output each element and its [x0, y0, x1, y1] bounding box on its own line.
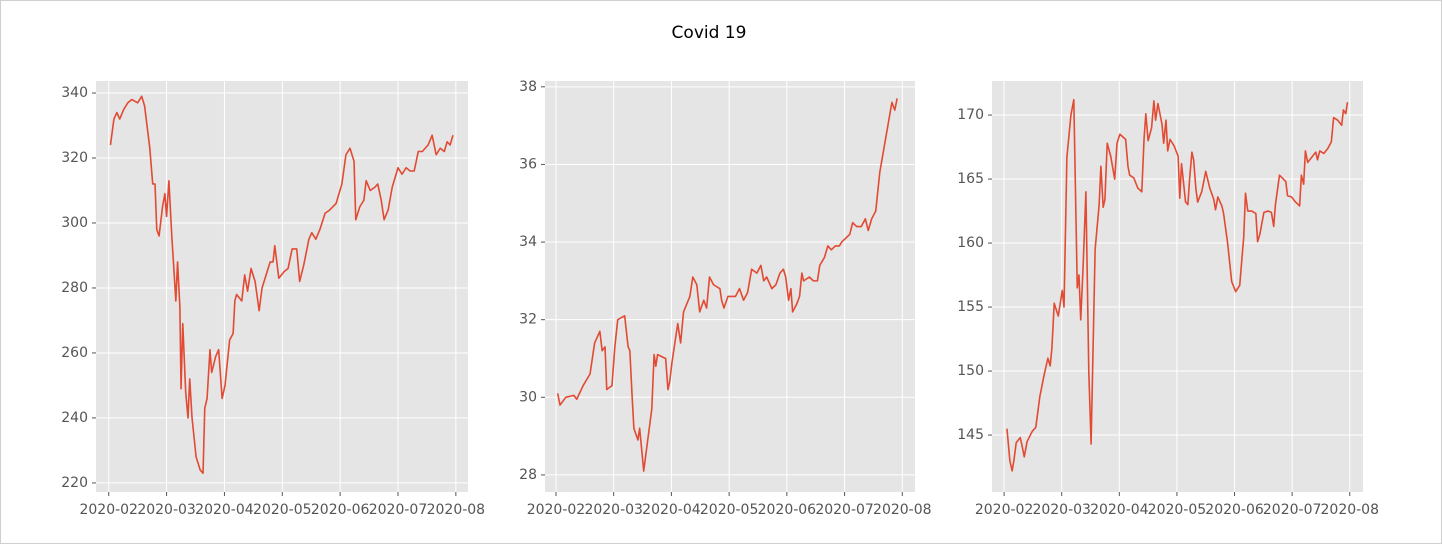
y-tick-label: 220 — [61, 475, 88, 491]
y-tick-label: 320 — [61, 150, 88, 166]
x-tick-label: 2020-06 — [758, 502, 817, 518]
y-tick-label: 160 — [957, 235, 984, 251]
x-tick-label: 2020-05 — [700, 502, 759, 518]
y-tick-label: 32 — [519, 312, 537, 328]
y-tick-label: 150 — [957, 363, 984, 379]
plot-area — [545, 81, 915, 492]
y-tick-label: 165 — [957, 171, 984, 187]
line — [109, 95, 454, 474]
line — [556, 98, 898, 472]
y-tick-label: 28 — [519, 467, 537, 483]
x-tick-label: 2020-07 — [369, 502, 428, 518]
x-tick-label: 2020-08 — [1321, 502, 1380, 518]
x-tick-label: 2020-03 — [137, 502, 196, 518]
x-tick-label: 2020-04 — [1090, 502, 1149, 518]
x-tick-label: 2020-07 — [815, 502, 874, 518]
x-tick-label: 2020-04 — [642, 502, 701, 518]
y-tick-label: 36 — [519, 156, 537, 172]
y-tick-label: 300 — [61, 215, 88, 231]
x-tick-label: 2020-02 — [975, 502, 1034, 518]
y-tick-label: 280 — [61, 280, 88, 296]
x-tick-label: 2020-05 — [253, 502, 312, 518]
x-tick-label: 2020-05 — [1148, 502, 1207, 518]
y-tick-label: 340 — [61, 85, 88, 101]
y-tick-label: 30 — [519, 389, 537, 405]
y-tick-label: 145 — [957, 427, 984, 443]
line — [1006, 98, 1349, 472]
y-tick-label: 170 — [957, 107, 984, 123]
y-tick-label: 240 — [61, 410, 88, 426]
figure-title: Covid 19 — [672, 23, 747, 43]
x-tick-label: 2020-02 — [527, 502, 586, 518]
x-tick-label: 2020-08 — [873, 502, 932, 518]
y-tick-label: 260 — [61, 345, 88, 361]
y-tick-label: 34 — [519, 234, 537, 250]
x-tick-label: 2020-03 — [1032, 502, 1091, 518]
x-tick-label: 2020-04 — [195, 502, 254, 518]
x-tick-label: 2020-06 — [1205, 502, 1264, 518]
x-tick-label: 2020-03 — [584, 502, 643, 518]
x-tick-label: 2020-07 — [1263, 502, 1322, 518]
x-tick-label: 2020-08 — [427, 502, 486, 518]
y-tick-label: 155 — [957, 299, 984, 315]
y-tick-label: 38 — [519, 79, 537, 95]
plot-area — [992, 81, 1363, 492]
x-tick-label: 2020-02 — [79, 502, 138, 518]
x-tick-label: 2020-06 — [311, 502, 370, 518]
